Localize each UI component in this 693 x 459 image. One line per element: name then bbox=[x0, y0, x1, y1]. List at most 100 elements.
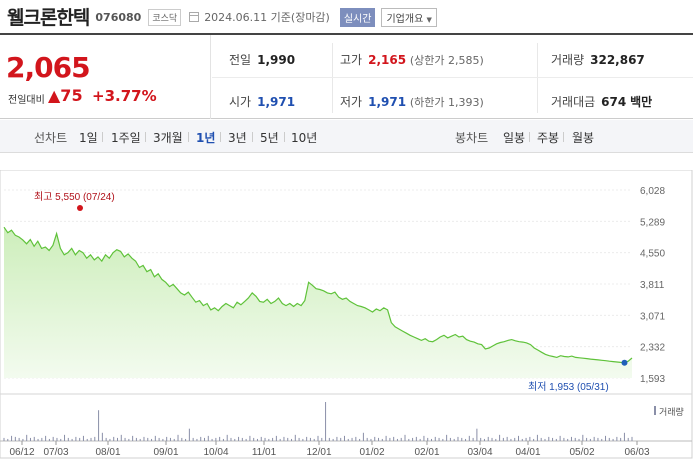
volume-bar bbox=[279, 438, 281, 441]
stock-code: 076080 bbox=[95, 11, 142, 24]
tab-period-3m[interactable]: 3개월 bbox=[153, 131, 183, 145]
tab-period-5y[interactable]: 5년 bbox=[260, 131, 279, 145]
volume-bar bbox=[294, 434, 296, 441]
volume-bar bbox=[37, 438, 39, 441]
volume-bar bbox=[506, 436, 508, 441]
volume-bar bbox=[75, 436, 77, 441]
volume-bar bbox=[567, 438, 569, 441]
upper-limit: (상한가 2,585) bbox=[409, 54, 484, 67]
tab-period-1d[interactable]: 1일 bbox=[79, 131, 98, 145]
tab-candle-weekly[interactable]: 주봉 bbox=[537, 131, 560, 145]
volume-bar bbox=[317, 435, 319, 441]
volume-bar bbox=[404, 434, 406, 441]
volume-bar bbox=[33, 436, 35, 441]
x-tick-label: 04/01 bbox=[515, 447, 540, 458]
volume-bar bbox=[7, 438, 9, 441]
volume-bar bbox=[14, 436, 16, 441]
low-label: 저가 bbox=[340, 95, 363, 109]
volume-legend-swatch bbox=[654, 406, 656, 415]
x-tick-label: 05/02 bbox=[569, 447, 594, 458]
volume-bar bbox=[196, 438, 198, 441]
volume-bar bbox=[495, 438, 497, 441]
volume-bar bbox=[378, 437, 380, 441]
tab-period-1w[interactable]: 1주일 bbox=[111, 131, 141, 145]
volume-bar bbox=[222, 438, 224, 441]
low-value: 1,971 bbox=[368, 95, 407, 109]
volume-bar bbox=[453, 438, 455, 441]
volume-bar bbox=[325, 402, 327, 441]
volume-bar bbox=[169, 437, 171, 441]
tab-period-3y[interactable]: 3년 bbox=[228, 131, 247, 145]
volume-bar bbox=[601, 438, 603, 441]
volume-bar bbox=[173, 438, 175, 441]
volume-bar bbox=[442, 438, 444, 441]
tab-candle-monthly[interactable]: 월봉 bbox=[572, 131, 595, 145]
volume-bar bbox=[518, 435, 520, 441]
volume-bar bbox=[275, 435, 277, 441]
volume-bar bbox=[226, 434, 228, 441]
volume-bar bbox=[412, 437, 414, 441]
market-badge: 코스닥 bbox=[148, 8, 182, 26]
volume-bar bbox=[559, 435, 561, 441]
volume-bar bbox=[480, 437, 482, 441]
volume-bar bbox=[241, 437, 243, 441]
volume-bar bbox=[234, 438, 236, 441]
volume-bar bbox=[135, 437, 137, 441]
candle-chart-label: 봉차트 bbox=[455, 131, 489, 145]
change-percent: +3.77% bbox=[92, 87, 157, 105]
divider bbox=[529, 132, 530, 142]
volume-bar bbox=[529, 436, 531, 441]
volume-bar bbox=[204, 437, 206, 441]
volume-bar bbox=[287, 437, 289, 441]
volume-bar bbox=[120, 434, 122, 441]
lower-limit: (하한가 1,393) bbox=[409, 96, 484, 109]
volume-bar bbox=[465, 438, 467, 441]
volume-bar bbox=[29, 437, 31, 441]
volume-bar bbox=[359, 438, 361, 441]
volume-bar bbox=[219, 436, 221, 441]
volume-bar bbox=[18, 437, 20, 441]
divider bbox=[252, 132, 253, 142]
volume-bar bbox=[343, 435, 345, 441]
volume-bar bbox=[362, 432, 364, 441]
volume-bar bbox=[483, 438, 485, 441]
y-tick-label: 6,028 bbox=[640, 186, 665, 197]
volume-bar bbox=[113, 436, 115, 441]
x-tick-label: 12/01 bbox=[306, 447, 331, 458]
volume-bar bbox=[544, 438, 546, 441]
volume-bar bbox=[71, 438, 73, 441]
volume-bar bbox=[154, 435, 156, 441]
tab-period-1y[interactable]: 1년 bbox=[196, 131, 216, 145]
volume-bar bbox=[374, 436, 376, 441]
volume-bar bbox=[321, 437, 323, 441]
volume-bar bbox=[328, 437, 330, 441]
x-tick-label: 03/04 bbox=[467, 447, 492, 458]
tab-candle-daily[interactable]: 일봉 bbox=[503, 131, 526, 145]
volume-bar bbox=[540, 437, 542, 441]
volume-bar bbox=[230, 437, 232, 441]
volume-bar bbox=[393, 436, 395, 441]
change-value: ▲75 bbox=[48, 86, 83, 105]
tab-period-10y[interactable]: 10년 bbox=[291, 131, 318, 145]
realtime-button[interactable]: 실시간 bbox=[339, 7, 376, 27]
volume-bar bbox=[510, 438, 512, 441]
company-info-dropdown[interactable]: 기업개요 ▼ bbox=[381, 7, 437, 27]
volume-bar bbox=[605, 435, 607, 441]
prev-close-label: 전일 bbox=[229, 53, 252, 67]
volume-bar bbox=[563, 437, 565, 441]
price-area-fill bbox=[4, 227, 632, 378]
volume-bar bbox=[200, 436, 202, 441]
volume-bar bbox=[415, 436, 417, 441]
divider bbox=[102, 132, 103, 142]
volume-bar bbox=[336, 436, 338, 441]
price-chart[interactable]: 6,028 5,289 4,550 3,811 3,071 2,332 1,593 06/12… bbox=[0, 170, 693, 459]
volume-bar bbox=[67, 437, 69, 441]
volume-bar bbox=[3, 437, 5, 441]
volume-bar bbox=[423, 435, 425, 441]
volume-bar bbox=[64, 434, 66, 441]
volume-bar bbox=[291, 438, 293, 441]
volume-bar bbox=[487, 436, 489, 441]
volume-bar bbox=[491, 437, 493, 441]
x-tick-label: 11/01 bbox=[252, 447, 277, 458]
volume-bar bbox=[427, 437, 429, 441]
